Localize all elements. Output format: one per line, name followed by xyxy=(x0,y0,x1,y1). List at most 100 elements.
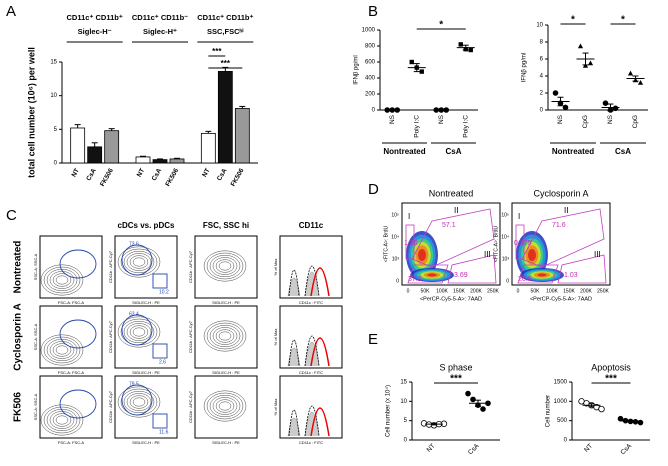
contour xyxy=(117,386,161,418)
x-tick-label: NT xyxy=(70,167,80,178)
y-tick-label: 6 xyxy=(540,57,544,63)
contour xyxy=(209,324,241,348)
x-tick-label: Poly I:C xyxy=(413,115,420,138)
x-tick-label: NS xyxy=(389,114,396,124)
x-tick-label: 50K xyxy=(421,288,431,294)
gate xyxy=(152,273,168,289)
contour xyxy=(40,404,84,436)
histogram xyxy=(288,265,320,297)
histogram xyxy=(288,335,320,367)
y-tick-label: 10⁵ xyxy=(391,212,399,218)
contour xyxy=(49,271,75,289)
group-label: Nontreated xyxy=(383,147,425,156)
y-tick-label: 1000 xyxy=(554,399,568,405)
contour xyxy=(203,320,247,352)
panel-letter: E xyxy=(368,331,378,348)
gate-name: II xyxy=(454,206,458,215)
x-tick-label: 150K xyxy=(453,288,465,294)
y-tick-label: 1000 xyxy=(362,28,376,34)
y-tick-label: 0 xyxy=(54,161,58,167)
x-tick-label: 200K xyxy=(470,288,482,294)
contour xyxy=(218,401,232,411)
y-tick-label: 600 xyxy=(365,60,376,66)
group-label: Nontreated xyxy=(552,147,594,156)
contour xyxy=(126,393,152,411)
y-axis-label: Cell number xyxy=(546,395,552,427)
contour xyxy=(49,341,75,359)
gate-name: I xyxy=(408,212,410,221)
plot-frame xyxy=(279,375,343,439)
x-tick-label: NS xyxy=(438,114,445,124)
contour xyxy=(206,392,244,420)
density xyxy=(537,273,547,277)
density xyxy=(427,273,437,277)
sig-label: * xyxy=(621,15,625,26)
panel-letter: A xyxy=(6,3,16,20)
axis-label: CD11b : APC-Cy7 xyxy=(188,390,193,423)
point xyxy=(617,415,624,422)
group-label: CsA xyxy=(615,147,631,156)
point xyxy=(409,59,414,65)
x-tick-label: CpG xyxy=(632,115,639,128)
contour xyxy=(132,257,146,267)
y-tick-label: 0 xyxy=(396,278,399,284)
contour xyxy=(129,325,149,339)
y-tick-label: 10³ xyxy=(392,256,400,262)
x-tick-label: 250K xyxy=(487,288,499,294)
x-tick-label: CpG xyxy=(582,115,589,128)
group-label: CsA xyxy=(445,147,461,156)
y-tick-label: 2 xyxy=(540,91,544,97)
gate xyxy=(152,343,168,359)
point xyxy=(562,104,569,111)
plot-frame xyxy=(114,375,178,439)
bar xyxy=(87,146,103,164)
axis-label: SSC-A: SSC-A xyxy=(33,393,38,420)
axis-label: % of Max xyxy=(273,399,278,416)
gate xyxy=(59,319,97,349)
plot-frame xyxy=(39,235,103,299)
point xyxy=(577,43,584,49)
gate-value: 71.6 xyxy=(552,222,566,229)
column-title: cDCs vs. pDCs xyxy=(118,221,175,230)
group-header: Siglec-H⁺ xyxy=(143,27,177,36)
contour xyxy=(215,329,235,343)
y-tick-label: 4 xyxy=(540,74,544,80)
axis-label: CD11b : APC-Cy7 xyxy=(188,320,193,353)
contour xyxy=(203,390,247,422)
row-label: Cyclosporin A xyxy=(13,303,24,370)
contour xyxy=(212,257,238,275)
gate xyxy=(121,244,153,276)
bar xyxy=(152,159,168,164)
gate-value: 11.6 xyxy=(159,429,169,435)
point xyxy=(587,60,594,66)
gate-value: 63.4 xyxy=(129,311,139,317)
contour xyxy=(52,413,72,427)
chart-title: Apoptosis xyxy=(591,362,631,372)
bar xyxy=(104,130,120,164)
axis-label: CD11c : FITC xyxy=(299,370,323,375)
y-tick-label: 5 xyxy=(54,127,58,133)
group-header: CD11c⁺ CD11b⁺ xyxy=(67,13,123,22)
sig-label: *** xyxy=(221,59,231,68)
y-tick-label: 10 xyxy=(400,399,407,405)
contour xyxy=(55,415,69,425)
point xyxy=(632,419,639,425)
gate xyxy=(59,249,97,279)
axis-label: % of Max xyxy=(273,329,278,346)
gate xyxy=(515,224,525,260)
gate-name: III xyxy=(594,250,601,259)
x-tick-label: FK506 xyxy=(99,167,115,188)
contour xyxy=(215,259,235,273)
gate-name: II xyxy=(564,206,568,215)
axis-label: CD11b : APC-Cy7 xyxy=(188,250,193,283)
contour xyxy=(55,345,69,355)
gate-value: 37.2 xyxy=(408,276,422,283)
contour xyxy=(218,331,232,341)
axis-label: SIGLEC-H : PE xyxy=(212,300,240,305)
contour xyxy=(40,334,84,366)
x-tick-label: NT xyxy=(136,167,146,178)
x-tick-label: 50K xyxy=(531,288,541,294)
y-tick-label: 0 xyxy=(372,108,376,114)
density xyxy=(418,249,426,261)
point xyxy=(552,90,559,96)
